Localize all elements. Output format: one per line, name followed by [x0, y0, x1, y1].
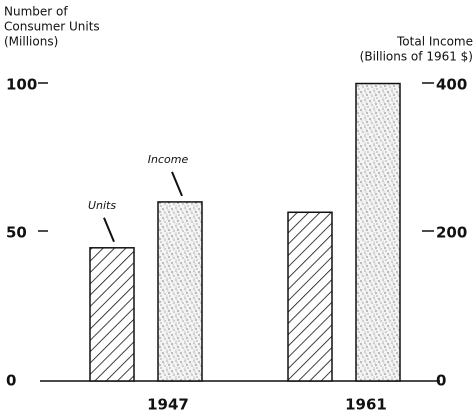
y2-tick-label: 400: [436, 76, 467, 94]
y-axis-label: (Millions): [4, 35, 58, 49]
bar: [355, 82, 401, 382]
y-tick-label: 100: [6, 76, 37, 94]
y2-axis-label: Total Income: [396, 35, 473, 49]
y2-axis-label: (Billions of 1961 $): [360, 50, 473, 64]
y-axis-label: Consumer Units: [4, 20, 100, 34]
y2-tick-label: 200: [436, 224, 467, 242]
y-axis-label: Number of: [4, 5, 68, 19]
series-label: Income: [148, 153, 189, 166]
x-tick-label: 1961: [345, 396, 387, 414]
bar: [287, 211, 333, 382]
y-tick-label: 0: [6, 372, 16, 390]
label-pointer: [103, 217, 115, 243]
bar: [89, 247, 135, 382]
series-label: Units: [88, 199, 116, 212]
y-tick-label: 50: [6, 224, 27, 242]
x-tick-label: 1947: [147, 396, 189, 414]
bar: [157, 201, 203, 382]
label-pointer: [171, 171, 183, 197]
y2-tick-label: 0: [436, 372, 446, 390]
